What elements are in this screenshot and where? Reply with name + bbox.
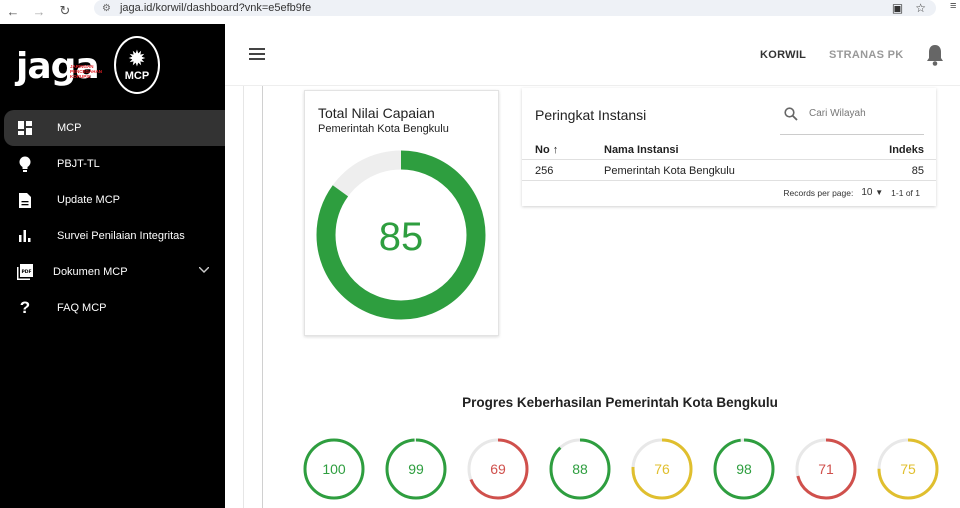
nav-stranas-pk[interactable]: STRANAS PK bbox=[829, 49, 904, 61]
ring-arc bbox=[385, 438, 447, 500]
sidebar-item-label: PBJT-TL bbox=[57, 158, 100, 170]
total-gauge: 85 bbox=[316, 150, 486, 320]
cell-no: 256 bbox=[535, 165, 554, 177]
card-title: Peringkat Instansi bbox=[535, 107, 647, 123]
bar-chart-icon bbox=[17, 228, 33, 244]
ring-value: 88 bbox=[572, 461, 588, 477]
sidebar-item-mcp[interactable]: MCP bbox=[4, 110, 225, 146]
ring-value: 98 bbox=[736, 461, 752, 477]
peringkat-instansi-card: Peringkat Instansi Cari Wilayah No ↑ Nam… bbox=[522, 88, 936, 206]
install-app-icon[interactable]: ▣ bbox=[891, 1, 904, 15]
ring-arc bbox=[549, 438, 611, 500]
progress-ring-2: 99 bbox=[385, 438, 447, 500]
divider bbox=[262, 86, 263, 508]
ring-value: 69 bbox=[490, 461, 506, 477]
progress-ring-5: 76 bbox=[631, 438, 693, 500]
column-nama-instansi[interactable]: Nama Instansi bbox=[604, 144, 679, 156]
emblem-icon: ✹ bbox=[127, 46, 147, 71]
progress-ring-3: 69 bbox=[467, 438, 529, 500]
sidebar-item-label: Update MCP bbox=[57, 194, 120, 206]
dropdown-arrow-icon: ▼ bbox=[875, 188, 884, 197]
menu-icon[interactable]: ≡ bbox=[950, 0, 957, 12]
hamburger-menu-icon[interactable] bbox=[249, 48, 265, 60]
dashboard-icon bbox=[17, 120, 33, 136]
ring-arc bbox=[795, 438, 857, 500]
site-settings-icon[interactable]: ⚙ bbox=[102, 2, 111, 14]
gauge-value: 85 bbox=[379, 215, 424, 259]
ring-value: 99 bbox=[408, 461, 424, 477]
notification-bell-icon[interactable] bbox=[925, 44, 945, 66]
sidebar-item-label: Dokumen MCP bbox=[53, 266, 128, 278]
progress-title: Progres Keberhasilan Pemerintah Kota Ben… bbox=[462, 395, 778, 410]
nav-korwil[interactable]: KORWIL bbox=[760, 49, 807, 61]
ring-arc bbox=[467, 438, 529, 500]
document-icon bbox=[17, 192, 33, 208]
sidebar-item-pbjt-tl[interactable]: PBJT-TL bbox=[0, 146, 225, 182]
card-title: Total Nilai Capaian bbox=[318, 105, 435, 121]
divider bbox=[243, 86, 244, 508]
lightbulb-icon bbox=[17, 156, 33, 172]
url-text: jaga.id/korwil/dashboard?vnk=e5efb9fe bbox=[119, 2, 312, 14]
forward-icon[interactable]: → bbox=[32, 3, 46, 19]
top-app-bar: KORWIL STRANAS PK bbox=[225, 24, 960, 86]
ring-value: 100 bbox=[322, 461, 346, 477]
svg-text:PDF: PDF bbox=[22, 269, 32, 275]
sidebar-item-survei[interactable]: Survei Penilaian Integritas bbox=[0, 218, 225, 254]
progress-rings: 100 99 69 88 76 98 71 75 bbox=[303, 438, 939, 500]
sort-arrow-up-icon[interactable]: ↑ bbox=[552, 144, 559, 156]
ring-arc bbox=[631, 438, 693, 500]
sidebar-item-label: FAQ MCP bbox=[57, 302, 107, 314]
browser-toolbar: ← → ↻ ⚙ jaga.id/korwil/dashboard?vnk=e5e… bbox=[0, 0, 960, 22]
total-nilai-card: Total Nilai Capaian Pemerintah Kota Beng… bbox=[304, 90, 499, 336]
sidebar-item-label: MCP bbox=[57, 122, 82, 134]
sidebar: jaga JARINGAN PENCEGAHAN KORUPSI ✹ MCP M… bbox=[0, 24, 225, 508]
sidebar-item-faq-mcp[interactable]: ? FAQ MCP bbox=[0, 290, 225, 326]
records-per-page-select[interactable]: 10 ▼ bbox=[861, 187, 884, 198]
column-indeks[interactable]: Indeks bbox=[889, 144, 924, 156]
bookmark-star-icon[interactable]: ☆ bbox=[915, 1, 926, 15]
mcp-badge-logo: ✹ MCP bbox=[114, 36, 160, 94]
pdf-icon: PDF bbox=[17, 264, 33, 280]
logo-subtitle: JARINGAN PENCEGAHAN KORUPSI bbox=[70, 64, 103, 79]
address-bar[interactable]: ⚙ jaga.id/korwil/dashboard?vnk=e5efb9fe … bbox=[94, 0, 936, 16]
records-per-page-label: Records per page: bbox=[783, 187, 854, 198]
progress-ring-8: 75 bbox=[877, 438, 939, 500]
table-header: No ↑ Nama Instansi Indeks bbox=[522, 140, 936, 160]
ring-arc bbox=[303, 438, 365, 500]
back-icon[interactable]: ← bbox=[6, 3, 20, 19]
ring-value: 71 bbox=[818, 461, 834, 477]
reload-icon[interactable]: ↻ bbox=[59, 3, 71, 18]
column-no[interactable]: No ↑ bbox=[535, 144, 559, 156]
sidebar-menu: MCP PBJT-TL Update MCP Survei Penilaian … bbox=[0, 110, 225, 326]
question-icon: ? bbox=[19, 298, 31, 317]
search-icon[interactable] bbox=[784, 107, 798, 121]
ring-value: 76 bbox=[654, 461, 670, 477]
ring-value: 75 bbox=[900, 461, 916, 477]
search-underline bbox=[780, 134, 924, 135]
table-pagination: Records per page: 10 ▼ 1-1 of 1 bbox=[783, 187, 920, 198]
sidebar-item-dokumen-mcp[interactable]: PDF Dokumen MCP bbox=[0, 254, 225, 290]
search-input[interactable]: Cari Wilayah bbox=[809, 108, 866, 119]
cell-indeks: 85 bbox=[911, 165, 924, 177]
card-subtitle: Pemerintah Kota Bengkulu bbox=[318, 123, 449, 135]
jaga-logo[interactable]: jaga bbox=[16, 46, 100, 87]
sidebar-item-label: Survei Penilaian Integritas bbox=[57, 230, 185, 242]
ring-arc bbox=[877, 438, 939, 500]
chevron-down-icon[interactable] bbox=[198, 265, 210, 276]
progress-ring-7: 71 bbox=[795, 438, 857, 500]
sidebar-item-update-mcp[interactable]: Update MCP bbox=[0, 182, 225, 218]
main-content: Total Nilai Capaian Pemerintah Kota Beng… bbox=[225, 86, 960, 508]
progress-ring-1: 100 bbox=[303, 438, 365, 500]
pagination-range: 1-1 of 1 bbox=[891, 187, 920, 198]
gauge-arc bbox=[316, 150, 486, 320]
logo-area: jaga JARINGAN PENCEGAHAN KORUPSI ✹ MCP bbox=[14, 36, 214, 106]
cell-nama-instansi: Pemerintah Kota Bengkulu bbox=[604, 165, 735, 177]
progress-ring-6: 98 bbox=[713, 438, 775, 500]
table-row[interactable]: 256 Pemerintah Kota Bengkulu 85 bbox=[522, 161, 936, 181]
progress-ring-4: 88 bbox=[549, 438, 611, 500]
ring-arc bbox=[713, 438, 775, 500]
